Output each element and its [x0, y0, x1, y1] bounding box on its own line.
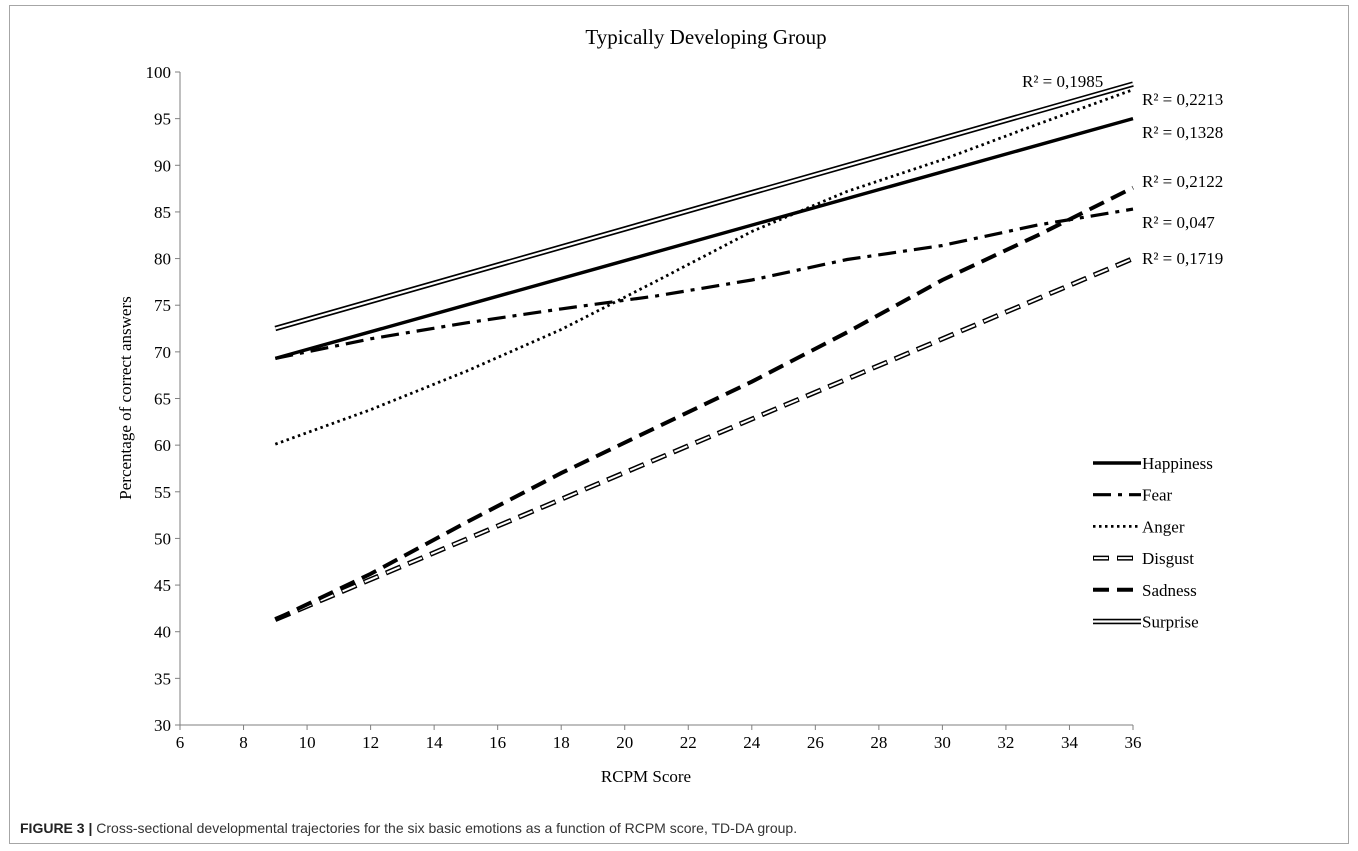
line-inner [274, 257, 1134, 621]
x-tick-label: 14 [426, 733, 444, 752]
legend-label-happiness: Happiness [1142, 454, 1213, 473]
x-tick-label: 34 [1061, 733, 1079, 752]
x-tick-label: 24 [743, 733, 761, 752]
y-tick-label: 30 [154, 716, 171, 735]
legend: Happiness Fear Anger Disgust Sadness Surprise [1093, 454, 1213, 632]
x-tick-label: 18 [553, 733, 570, 752]
series-surprise [274, 81, 1134, 332]
series-lines [274, 81, 1134, 622]
series-fear [274, 207, 1134, 360]
series-happiness [274, 116, 1134, 361]
y-tick-label: 100 [146, 63, 172, 82]
figure-caption: FIGURE 3 | Cross-sectional developmental… [20, 820, 1340, 836]
y-tick-label: 85 [154, 203, 171, 222]
y-tick-label: 70 [154, 343, 171, 362]
caption-label: FIGURE 3 | [20, 820, 93, 836]
y-tick-label: 55 [154, 483, 171, 502]
r2-label-fear: R² = 0,047 [1142, 213, 1215, 232]
r2-label-sadness: R² = 0,2122 [1142, 172, 1223, 191]
x-tick-label: 10 [299, 733, 316, 752]
line-stroke [274, 185, 1134, 622]
y-tick-label: 35 [154, 669, 171, 688]
y-tick-label: 80 [154, 250, 171, 269]
legend-label-sadness: Sadness [1142, 581, 1197, 600]
x-tick-label: 6 [176, 733, 185, 752]
legend-label-anger: Anger [1142, 517, 1185, 536]
chart-title: Typically Developing Group [585, 25, 826, 49]
r2-label-anger: R² = 0,2213 [1142, 90, 1223, 109]
x-tick-label: 32 [997, 733, 1014, 752]
r2-label-surprise: R² = 0,1985 [1022, 72, 1103, 91]
line-stroke [274, 207, 1134, 360]
y-tick-label: 50 [154, 529, 171, 548]
x-tick-label: 36 [1125, 733, 1142, 752]
series-anger [274, 88, 1134, 446]
y-tick-label: 65 [154, 390, 171, 409]
y-tick-label: 75 [154, 296, 171, 315]
r2-label-happiness: R² = 0,1328 [1142, 123, 1223, 142]
x-tick-label: 8 [239, 733, 248, 752]
legend-label-surprise: Surprise [1142, 613, 1199, 632]
series-sadness [274, 185, 1134, 622]
caption-text: Cross-sectional developmental trajectori… [92, 820, 798, 836]
y-tick-label: 45 [154, 576, 171, 595]
y-tick-label: 90 [154, 156, 171, 175]
r2-labels: R² = 0,1328 R² = 0,047 R² = 0,2213 R² = 0,1… [1022, 72, 1223, 268]
line-stroke [274, 116, 1134, 361]
legend-label-fear: Fear [1142, 486, 1173, 505]
y-tick-label: 60 [154, 436, 171, 455]
x-tick-label: 22 [680, 733, 697, 752]
legend-label-disgust: Disgust [1142, 549, 1194, 568]
r2-label-disgust: R² = 0,1719 [1142, 249, 1223, 268]
y-tick-label: 95 [154, 110, 171, 129]
figure-frame [9, 5, 1349, 844]
x-tick-label: 28 [870, 733, 887, 752]
x-tick-label: 12 [362, 733, 379, 752]
x-axis-label: RCPM Score [601, 767, 691, 786]
y-tick-label: 40 [154, 623, 171, 642]
axes: 30 35 40 45 50 55 60 65 70 75 80 85 90 95 100 6 8 10 12 14 1… [146, 63, 1142, 752]
line-inner [274, 83, 1134, 330]
x-tick-label: 30 [934, 733, 951, 752]
series-disgust [274, 256, 1134, 622]
x-tick-label: 16 [489, 733, 506, 752]
y-axis-label: Percentage of correct answers [116, 296, 135, 499]
line-stroke [274, 88, 1134, 446]
x-tick-label: 26 [807, 733, 824, 752]
x-tick-label: 20 [616, 733, 633, 752]
